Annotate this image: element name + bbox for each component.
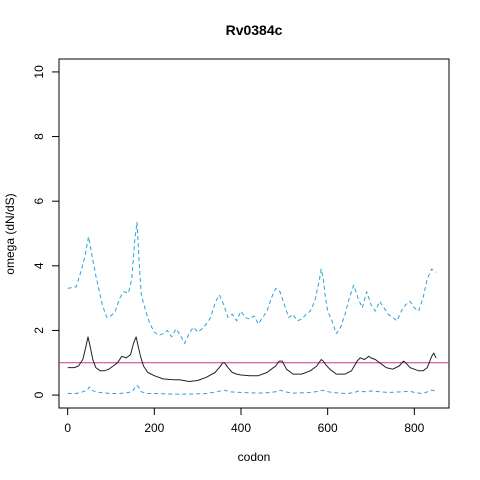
chart-title: Rv0384c xyxy=(226,22,283,38)
series-layer xyxy=(67,221,437,395)
y-tick-label: 8 xyxy=(32,133,46,140)
x-tick-label: 0 xyxy=(64,421,71,435)
y-axis-label: omega (dN/dS) xyxy=(3,193,17,274)
y-axis: 0 2 4 6 8 10 xyxy=(32,65,59,398)
y-tick-label: 0 xyxy=(32,391,46,398)
x-tick-label: 800 xyxy=(404,421,424,435)
series-line-1 xyxy=(67,221,437,344)
y-tick-label: 6 xyxy=(32,198,46,205)
x-tick-label: 200 xyxy=(144,421,164,435)
y-tick-label: 2 xyxy=(32,327,46,334)
x-tick-label: 400 xyxy=(231,421,251,435)
y-tick-label: 10 xyxy=(32,65,46,79)
x-axis-label: codon xyxy=(238,450,271,464)
plot-frame xyxy=(58,58,450,409)
series-line-2 xyxy=(67,336,437,382)
series-line-3 xyxy=(67,384,437,395)
x-tick-label: 600 xyxy=(318,421,338,435)
x-axis: 0 200 400 600 800 xyxy=(64,407,425,435)
y-tick-label: 4 xyxy=(32,262,46,269)
